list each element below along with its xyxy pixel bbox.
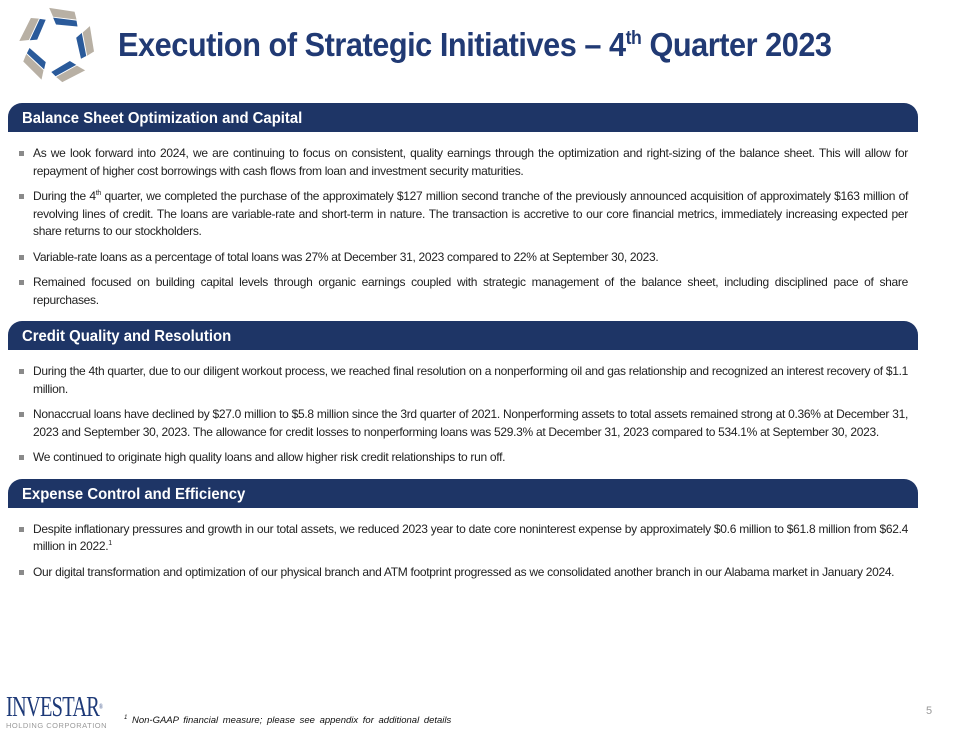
section-header-balance-sheet: Balance Sheet Optimization and Capital [8, 103, 918, 132]
bullet-item: During the 4th quarter, due to our dilig… [0, 363, 940, 398]
bullet-item: Variable-rate loans as a percentage of t… [0, 249, 940, 267]
expense-control-bullets: Despite inflationary pressures and growt… [0, 508, 940, 594]
bullet-item: During the 4th quarter, we completed the… [0, 188, 940, 241]
content-column: Balance Sheet Optimization and Capital A… [0, 103, 940, 593]
section-header-credit-quality: Credit Quality and Resolution [8, 321, 918, 350]
bullet-item: Despite inflationary pressures and growt… [0, 521, 940, 556]
bullet-item: Nonaccrual loans have declined by $27.0 … [0, 406, 940, 441]
company-star-logo-icon [18, 7, 99, 86]
bullet-item: Remained focused on building capital lev… [0, 274, 940, 309]
page-number: 5 [926, 705, 933, 717]
bullet-item: Our digital transformation and optimizat… [0, 564, 940, 582]
footnote: 1 Non-GAAP financial measure; please see… [124, 715, 452, 727]
credit-quality-bullets: During the 4th quarter, due to our dilig… [0, 350, 940, 479]
balance-sheet-bullets: As we look forward into 2024, we are con… [0, 132, 940, 321]
section-header-expense-control: Expense Control and Efficiency [8, 478, 918, 508]
investar-logo: INVESTAR® HOLDING CORPORATION [6, 691, 108, 730]
bullet-item: As we look forward into 2024, we are con… [0, 145, 940, 180]
bullet-item: We continued to originate high quality l… [0, 449, 940, 467]
page-title: Execution of Strategic Initiatives – 4th… [118, 26, 832, 63]
